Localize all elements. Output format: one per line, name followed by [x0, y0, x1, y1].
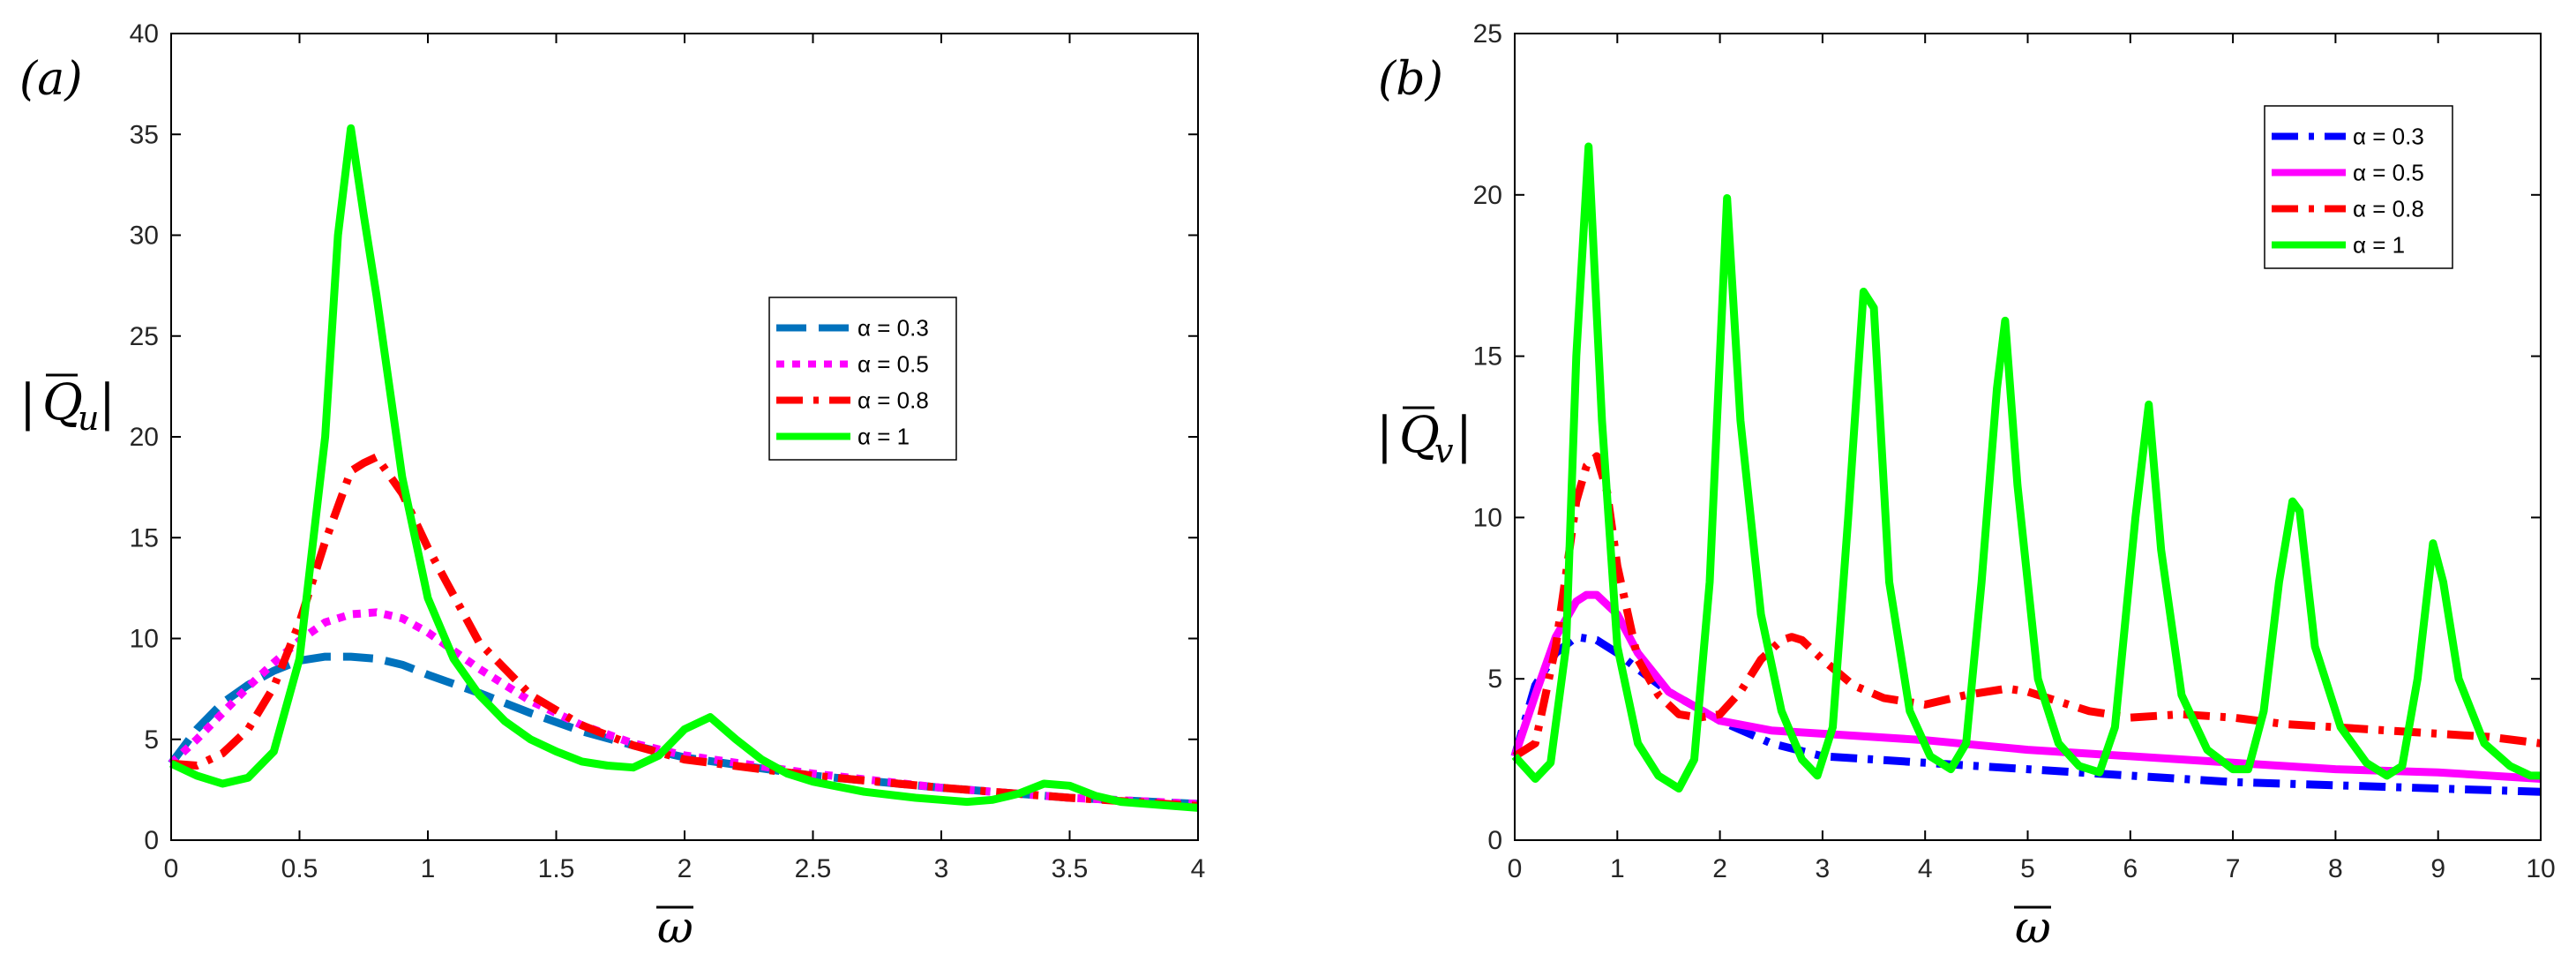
- panel-a-xtick-label: 2: [678, 854, 693, 883]
- panel-b-ylabel: | Q v |: [1376, 406, 1472, 470]
- panel-b-series-0: [1510, 633, 2542, 796]
- panel-b-xtick-label: 4: [1918, 854, 1933, 883]
- panel-b-xtick-label: 6: [2123, 854, 2138, 883]
- panel-a-ytick-label: 10: [130, 625, 159, 654]
- panel-a-series-1: [168, 608, 1199, 808]
- panel-a-legend-label: α = 1: [857, 424, 910, 450]
- svg-text:ω: ω: [657, 902, 693, 953]
- panel-b-legend: α = 0.3 α = 0.5 α = 0.8 α = 1: [2264, 105, 2453, 269]
- panel-a-xlabel: ω: [656, 902, 693, 953]
- panel-a-xtick-label: 0: [164, 854, 179, 883]
- panel-b-axes: [1514, 33, 2542, 841]
- panel-b-legend-label: α = 0.3: [2353, 124, 2424, 150]
- panel-b-xtick-label: 10: [2526, 854, 2555, 883]
- panel-b-series-3: [1511, 142, 2541, 792]
- panel-b-ylabel-sub: v: [1434, 432, 1454, 470]
- panel-a-ytick-label: 0: [144, 826, 159, 855]
- svg-text:|: |: [99, 374, 116, 432]
- panel-a-legend-label: α = 0.3: [857, 315, 929, 342]
- panel-a-ylabel-sub: u: [78, 399, 99, 438]
- panel-a-series-3: [169, 124, 1199, 812]
- panel-b-legend-label: α = 1: [2353, 232, 2405, 259]
- panel-a-ytick-label: 25: [130, 322, 159, 351]
- panel-a-axes: [170, 33, 1199, 841]
- panel-a-ylabel: | Q u |: [19, 373, 116, 438]
- panel-b-series-1: [1510, 590, 2542, 783]
- panel-b-ytick-label: 10: [1473, 503, 1502, 532]
- panel-b-label: (b): [1378, 53, 1443, 106]
- panel-a-label: (a): [19, 53, 83, 106]
- panel-b-xlabel: ω: [2014, 902, 2051, 953]
- panel-b-ytick-label: 20: [1473, 181, 1502, 210]
- panel-a-ytick-label: 35: [130, 120, 159, 149]
- panel-b-legend-label: α = 0.8: [2353, 196, 2424, 222]
- panel-a-legend-label: α = 0.8: [857, 387, 929, 414]
- panel-a-ytick-label: 15: [130, 523, 159, 552]
- panel-b-ytick-label: 15: [1473, 342, 1502, 372]
- panel-b-xtick-label: 5: [2020, 854, 2035, 883]
- svg-text:|: |: [19, 374, 36, 432]
- panel-b-series-2: [1512, 452, 2542, 760]
- svg-text:ω: ω: [2015, 902, 2051, 953]
- panel-a-xtick-label: 3: [934, 854, 949, 883]
- panel-a-xtick-label: 2.5: [795, 854, 832, 883]
- panel-a-ylabel-symbol: Q: [42, 374, 83, 432]
- panel-a-ytick-label: 30: [130, 222, 159, 251]
- panel-a-legend-label: α = 0.5: [857, 351, 929, 378]
- panel-a-ytick-label: 40: [130, 19, 159, 49]
- panel-b-ytick-label: 5: [1487, 665, 1502, 694]
- panel-a-xtick-label: 3.5: [1052, 854, 1089, 883]
- panel-b-xtick-label: 7: [2226, 854, 2241, 883]
- panel-a: (a) | Q u | ω 0 0.5 1 1.5 2 2.5 3 3.5 4051015202…: [19, 19, 1205, 953]
- svg-text:|: |: [1376, 407, 1393, 464]
- panel-b-xtick-label: 3: [1816, 854, 1831, 883]
- panel-b-xtick-label: 8: [2328, 854, 2343, 883]
- panel-b-xtick-label: 0: [1508, 854, 1523, 883]
- panel-b-ytick-label: 25: [1473, 19, 1502, 49]
- svg-text:|: |: [1456, 407, 1472, 464]
- panel-b-legend-label: α = 0.5: [2353, 160, 2424, 186]
- panel-a-xtick-label: 0.5: [281, 854, 318, 883]
- panel-b-ytick-label: 0: [1487, 826, 1502, 855]
- panel-b-xtick-label: 2: [1712, 854, 1727, 883]
- panel-a-legend: α = 0.3 α = 0.5 α = 0.8 α = 1: [768, 297, 957, 461]
- panel-a-xtick-label: 4: [1191, 854, 1206, 883]
- panel-b-xtick-label: 1: [1610, 854, 1625, 883]
- panel-b-xtick-label: 9: [2430, 854, 2445, 883]
- panel-b-ylabel-symbol: Q: [1399, 407, 1440, 464]
- panel-b: (b) | Q v | ω 0 1 2 3 4 5 6 7 8 9 10 0 5 10 15 20 25 α =…: [1376, 19, 2556, 953]
- panel-a-ytick-label: 5: [144, 725, 159, 755]
- panel-a-xtick-label: 1: [421, 854, 436, 883]
- panel-a-ytick-label: 20: [130, 423, 159, 452]
- panel-a-xtick-label: 1.5: [538, 854, 575, 883]
